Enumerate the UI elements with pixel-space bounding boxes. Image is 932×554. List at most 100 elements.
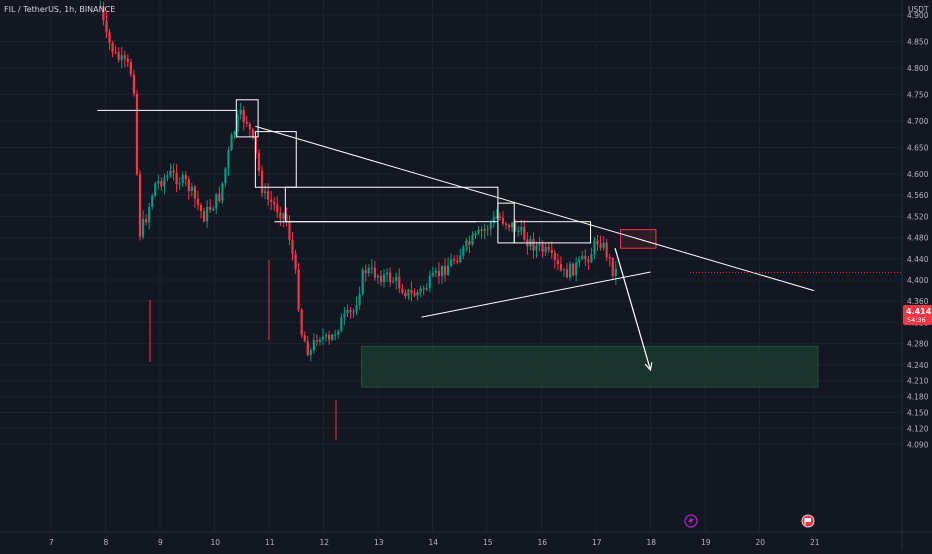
candle-body xyxy=(148,206,151,223)
price-badge-background xyxy=(903,305,932,325)
y-tick-label: 4.520 xyxy=(907,212,929,221)
candle-body xyxy=(450,259,453,266)
candle-body xyxy=(523,227,526,240)
candle-body xyxy=(562,269,566,271)
candle-body xyxy=(218,194,221,201)
x-tick-label: 16 xyxy=(538,538,548,547)
candle-body xyxy=(135,93,139,174)
x-tick-label: 13 xyxy=(374,538,384,547)
structure-box[interactable] xyxy=(235,99,259,138)
candle-body xyxy=(270,199,273,203)
candle-body xyxy=(370,267,373,269)
candle-body xyxy=(312,340,315,351)
candle-body xyxy=(520,227,523,231)
candle-body xyxy=(340,317,343,332)
candle-body xyxy=(453,259,456,261)
candle-body xyxy=(236,114,239,132)
candle-body xyxy=(547,246,550,251)
candle-body xyxy=(361,270,364,295)
candle-body xyxy=(581,255,584,260)
candle-body xyxy=(572,263,575,276)
lightning-icon[interactable] xyxy=(684,514,698,528)
candle-body xyxy=(190,186,193,191)
y-tick-label: 4.560 xyxy=(907,191,929,200)
candle-body xyxy=(126,58,129,62)
candle-body xyxy=(495,216,498,218)
candle-body xyxy=(456,260,459,263)
candle-body xyxy=(245,122,248,124)
candle-body xyxy=(419,288,422,293)
candle-body xyxy=(221,183,224,201)
candle-body xyxy=(395,276,398,282)
candle-body xyxy=(407,290,410,297)
candle-body xyxy=(602,242,605,248)
candle-body xyxy=(279,212,282,219)
candle-body xyxy=(175,172,178,185)
candle-body xyxy=(422,288,425,290)
candle-body xyxy=(166,175,169,179)
candle-body xyxy=(117,52,120,61)
candle-body xyxy=(297,269,300,310)
candle-body xyxy=(145,219,148,223)
candle-body xyxy=(303,335,306,342)
candle-body xyxy=(489,222,492,229)
candle-body xyxy=(401,288,404,293)
candle-body xyxy=(251,129,254,138)
candle-body xyxy=(535,245,538,251)
zones xyxy=(361,229,819,388)
structure-box[interactable] xyxy=(513,221,592,244)
y-tick-label: 4.210 xyxy=(907,377,929,386)
candle-body xyxy=(568,263,572,278)
x-tick-label: 7 xyxy=(49,538,54,547)
y-tick-label: 4.090 xyxy=(907,440,929,449)
candle-body xyxy=(538,244,541,246)
candle-body xyxy=(474,233,477,236)
candle-body xyxy=(389,272,392,283)
y-tick-label: 4.280 xyxy=(907,340,929,349)
candle-body xyxy=(267,191,270,200)
drawings xyxy=(97,99,902,372)
ascending-trendline[interactable] xyxy=(421,271,651,318)
candle-body xyxy=(477,229,480,234)
candle-body xyxy=(334,334,337,336)
candle-body xyxy=(498,216,502,218)
candle-body xyxy=(553,252,556,261)
candle-body xyxy=(202,210,206,222)
candle-body xyxy=(288,222,291,240)
candle-body xyxy=(428,275,431,288)
candle-body xyxy=(541,244,544,252)
candle-body xyxy=(324,334,328,337)
candle-body xyxy=(318,339,322,342)
candle-body xyxy=(358,294,361,306)
x-tick-label: 15 xyxy=(483,538,493,547)
structure-box[interactable] xyxy=(254,131,297,188)
candle-body xyxy=(248,123,251,130)
x-tick-label: 10 xyxy=(211,538,221,547)
candle-body xyxy=(263,191,267,193)
x-tick-label: 9 xyxy=(158,538,163,547)
candles xyxy=(99,0,617,440)
x-tick-label: 18 xyxy=(647,538,657,547)
candle-body xyxy=(178,183,181,185)
x-tick-label: 8 xyxy=(104,538,109,547)
candle-body xyxy=(590,254,593,262)
candle-body xyxy=(206,206,209,222)
flag-icon[interactable] xyxy=(801,514,815,528)
candle-body xyxy=(416,292,419,296)
candle-body xyxy=(331,334,334,340)
candle-body xyxy=(364,270,367,274)
candle-body xyxy=(578,259,581,263)
current-price-value: 4.414 xyxy=(906,307,932,316)
projection-arrow[interactable] xyxy=(614,248,652,371)
candle-body xyxy=(328,334,331,340)
candle-body xyxy=(337,331,340,335)
descending-trendline[interactable] xyxy=(255,125,815,292)
candle-body xyxy=(300,309,303,336)
candle-body xyxy=(102,6,105,21)
candle-body xyxy=(507,224,511,228)
candle-body xyxy=(501,217,505,224)
